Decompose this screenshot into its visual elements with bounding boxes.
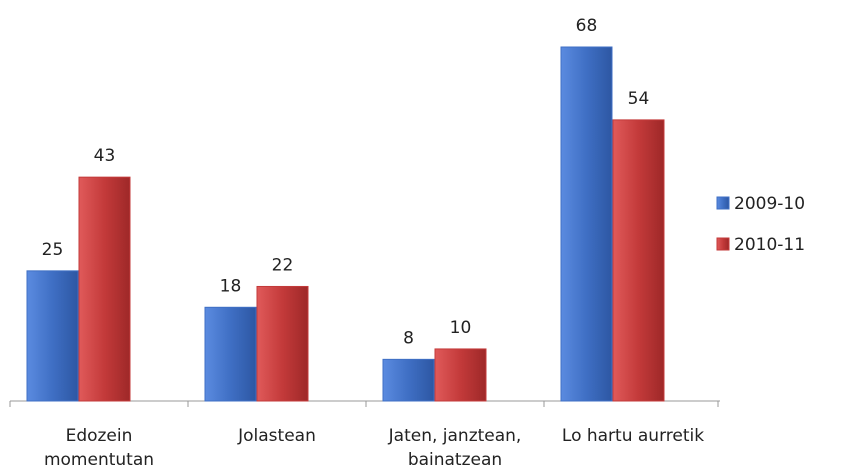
- data-label: 8: [403, 328, 414, 348]
- bar: [78, 176, 131, 402]
- data-label: 22: [272, 255, 294, 275]
- x-tick-label: Jaten, janztean, bainatzean: [388, 426, 522, 470]
- bar: [612, 119, 665, 402]
- legend-label: 2010-11: [734, 235, 805, 255]
- data-label: 43: [94, 146, 116, 166]
- legend-swatch: [716, 237, 730, 251]
- data-label: 25: [42, 240, 64, 260]
- bar: [382, 358, 435, 402]
- data-label: 18: [220, 276, 242, 296]
- bar: [204, 306, 257, 402]
- x-tick-label: Jolastean: [238, 426, 316, 446]
- data-label: 68: [576, 16, 598, 36]
- bar: [560, 46, 613, 402]
- x-tick-label: Lo hartu aurretik: [561, 426, 705, 446]
- data-label: 10: [450, 318, 472, 338]
- bar: [256, 285, 309, 402]
- bar: [434, 348, 487, 402]
- data-label: 54: [628, 89, 650, 109]
- bar: [26, 270, 79, 402]
- x-tick-label: Edozein momentutan: [43, 426, 155, 470]
- legend-label: 2009-10: [734, 194, 805, 214]
- legend-swatch: [716, 196, 730, 210]
